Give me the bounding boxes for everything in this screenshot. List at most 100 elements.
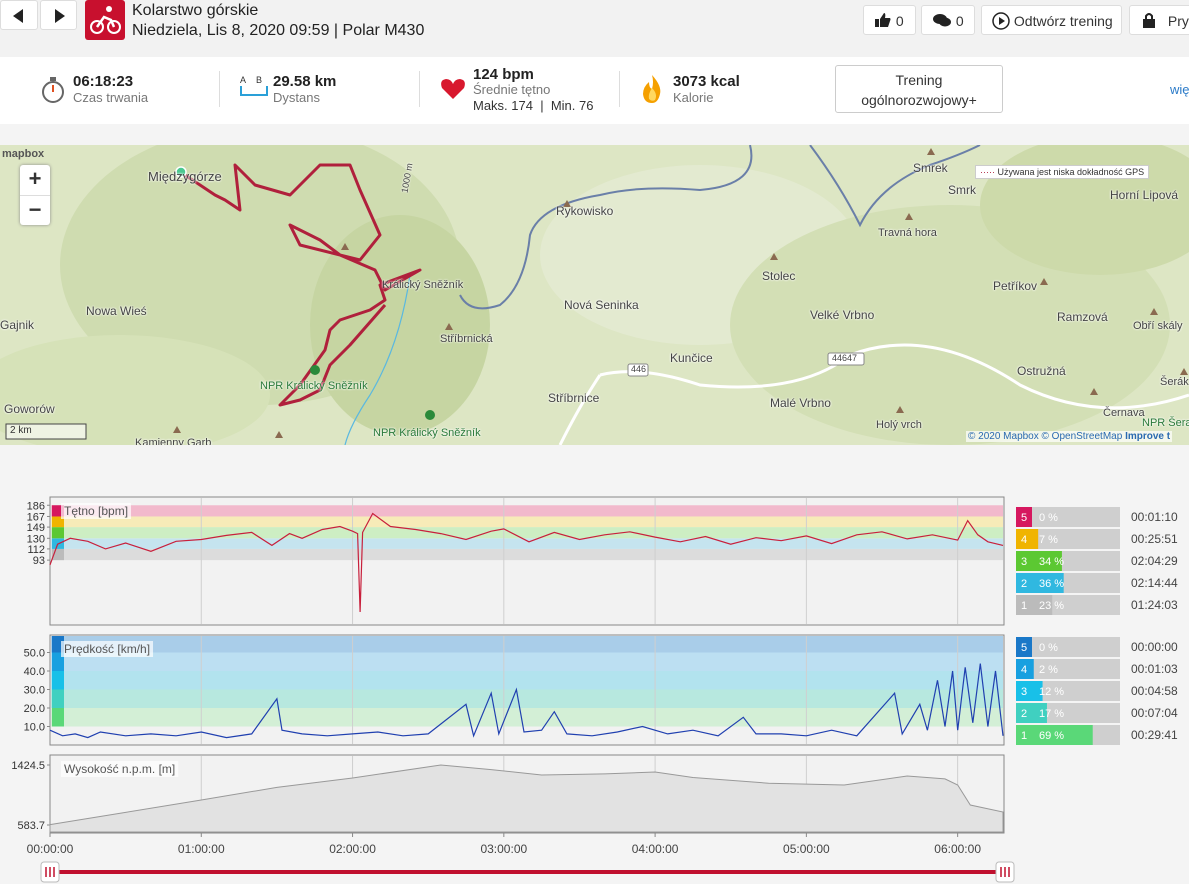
zone-marker: [52, 516, 64, 528]
heart-rate: 124 bpm: [473, 66, 534, 83]
line: [49, 512, 1004, 613]
training-type-button[interactable]: Trening ogólnorozwojowy+: [835, 65, 1003, 113]
map-terrain: [0, 145, 1189, 445]
zone-marker: [52, 689, 64, 708]
x-tick-label: 05:00:00: [783, 842, 830, 856]
zone-time: 00:29:41: [1131, 728, 1178, 742]
hr-min: Min. 76: [550, 98, 594, 113]
zone-bar: [1032, 725, 1093, 745]
map-label: Velké Vrbno: [810, 308, 875, 322]
zone-bar: [1032, 529, 1039, 549]
zone-percent: 0 %: [1039, 512, 1058, 524]
slider-handle[interactable]: [995, 861, 1015, 883]
slider-handle[interactable]: [40, 861, 60, 883]
y-tick-label: 93: [33, 555, 45, 567]
comment-count: 0: [955, 13, 964, 29]
zone-number: 2: [1021, 578, 1027, 590]
privacy-button[interactable]: Pry: [1129, 5, 1189, 35]
heart-rate-range: Maks. 174 | Min. 76: [473, 98, 594, 113]
more-link[interactable]: wię: [1170, 82, 1189, 97]
back-button[interactable]: [0, 0, 38, 30]
x-tick-label: 03:00:00: [480, 842, 527, 856]
zone-badge: [1016, 551, 1032, 571]
zone-time: 00:04:58: [1131, 684, 1178, 698]
map-label: Kunčice: [670, 351, 713, 365]
credit-osm[interactable]: © OpenStreetMap: [1041, 431, 1123, 442]
x-tick-label: 01:00:00: [178, 842, 225, 856]
distance-label: Dystans: [273, 90, 320, 105]
zone-number: 4: [1021, 534, 1027, 546]
hr-max: Maks. 174: [473, 98, 533, 113]
zoom-out[interactable]: −: [20, 195, 50, 226]
play-button[interactable]: Odtwórz trening: [981, 5, 1122, 35]
zone-number: 3: [1021, 686, 1027, 698]
y-tick-label: 20.0: [24, 703, 45, 715]
y-tick-label: 583.7: [17, 820, 45, 832]
y-tick-label: 167: [27, 511, 45, 523]
zone-percent: 23 %: [1039, 600, 1064, 612]
map-label: Nová Seninka: [564, 298, 639, 312]
zone-bar: [1032, 595, 1053, 615]
zone-bar-bg: [1032, 681, 1120, 701]
zone-number: 1: [1021, 730, 1027, 742]
zone-number: 3: [1021, 556, 1027, 568]
mapbox-logo[interactable]: mapbox: [2, 148, 45, 160]
like-button[interactable]: 0: [863, 5, 916, 35]
sport-icon: [85, 0, 125, 40]
map-label: Gajnik: [0, 318, 35, 332]
zone-marker: [52, 652, 64, 671]
zone-badge: [1016, 681, 1032, 701]
zone-percent: 2 %: [1039, 664, 1058, 676]
zone-percent: 36 %: [1039, 578, 1064, 590]
forward-button[interactable]: [40, 0, 77, 30]
map-label: NPR Králický Sněžník: [260, 380, 368, 392]
credit-mapbox[interactable]: © 2020 Mapbox: [968, 431, 1039, 442]
stopwatch-icon: [42, 77, 64, 103]
map-label: Goworów: [4, 402, 55, 416]
zone-marker: [52, 708, 64, 727]
zone-time: 00:01:10: [1131, 510, 1178, 524]
b: B: [256, 75, 263, 85]
summary: 06:18:23 Czas trwania A B 29.58 km Dysta…: [0, 57, 1189, 124]
map-label: Smrek: [913, 161, 948, 175]
map-label: Stříbrnická: [440, 333, 493, 345]
zone-marker: [52, 527, 64, 539]
zone-badge: [1016, 637, 1032, 657]
zone-marker: [52, 671, 64, 690]
zone-percent: 69 %: [1039, 730, 1064, 742]
chart-label: Prędkość [km/h]: [64, 642, 150, 656]
zoom-in[interactable]: +: [28, 166, 42, 191]
map-label: Obří skály: [1133, 320, 1183, 332]
zone-percent: 0 %: [1039, 642, 1058, 654]
duration-label: Czas trwania: [73, 90, 149, 105]
zone-band: [51, 708, 1003, 727]
map-label: NPR Králický Sněžník: [373, 427, 481, 439]
zone-band: [51, 548, 1003, 561]
comment-button[interactable]: 0: [921, 5, 975, 35]
zone-marker: [52, 548, 64, 561]
zone-band: [51, 636, 1003, 653]
zone-time: 00:01:03: [1131, 662, 1178, 676]
play-label: Odtwórz trening: [1013, 13, 1113, 29]
zone-percent: 34 %: [1039, 556, 1064, 568]
zone-time: 00:07:04: [1131, 706, 1178, 720]
zone-badge: [1016, 573, 1032, 593]
zone-badge: [1016, 529, 1032, 549]
zone-badge: [1016, 659, 1032, 679]
map-label: 44647: [832, 353, 858, 363]
improve-link[interactable]: Improve t: [1125, 431, 1171, 442]
zone-number: 4: [1021, 664, 1027, 676]
map-scale: 2 km: [10, 425, 32, 436]
zone-bar-bg: [1032, 507, 1120, 527]
zone-percent: 7 %: [1039, 534, 1058, 546]
zone-band: [51, 527, 1003, 539]
zone-bar-bg: [1032, 529, 1120, 549]
map[interactable]: mapbox + − ····· Używana jest niska dokł…: [0, 145, 1189, 445]
y-tick-label: 130: [27, 533, 45, 545]
zone-bar-bg: [1032, 703, 1120, 723]
zone-percent: 12 %: [1039, 686, 1064, 698]
chart-label: Tętno [bpm]: [64, 504, 128, 518]
chart-label-bg: [61, 761, 179, 777]
